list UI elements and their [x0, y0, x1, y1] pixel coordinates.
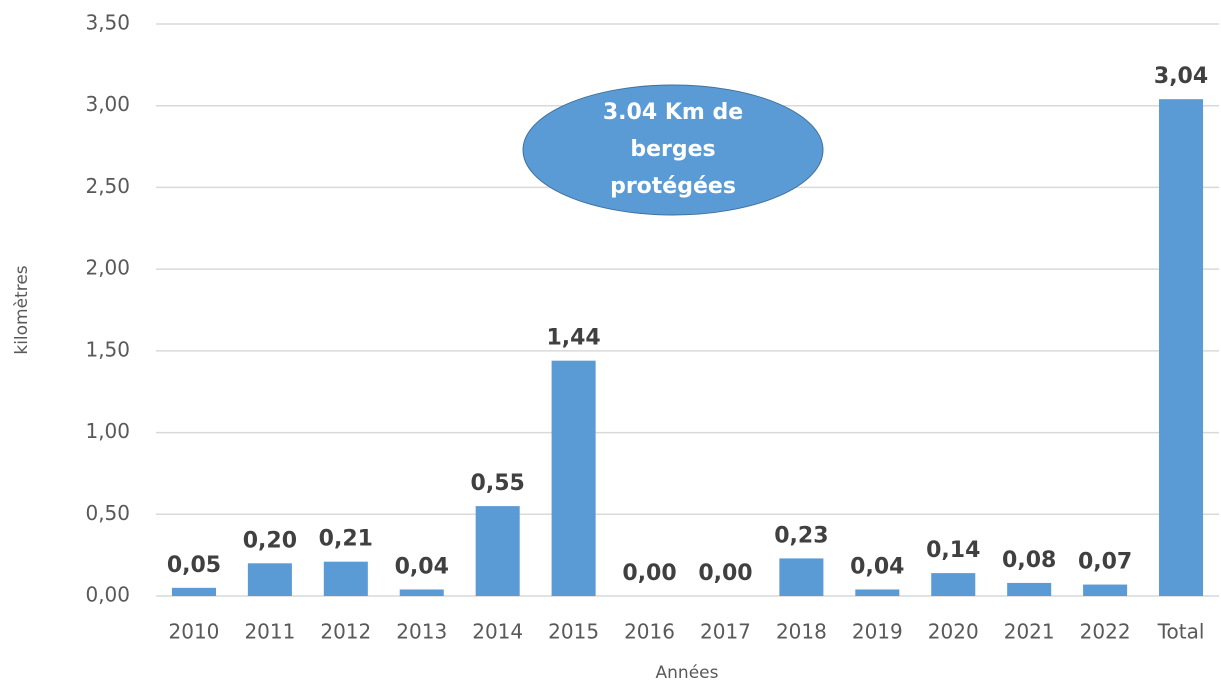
- bar: [247, 563, 292, 596]
- bar: [931, 573, 976, 596]
- x-tick-label: 2011: [244, 620, 295, 644]
- annotation-text: berges: [630, 137, 715, 162]
- y-tick-label: 1,50: [85, 337, 130, 361]
- bar: [1007, 582, 1052, 596]
- x-tick-label: 2015: [548, 620, 599, 644]
- x-tick-label: Total: [1157, 620, 1205, 644]
- x-axis-label: Années: [656, 663, 719, 683]
- value-label: 0,08: [1002, 548, 1056, 573]
- y-tick-label: 0,00: [85, 583, 130, 607]
- bar: [1159, 99, 1204, 597]
- value-label: 0,55: [471, 471, 525, 496]
- value-label: 0,00: [622, 561, 676, 586]
- y-tick-label: 0,50: [85, 501, 130, 525]
- y-tick-label: 1,00: [85, 419, 130, 443]
- x-tick-label: 2017: [700, 620, 751, 644]
- x-tick-label: 2019: [852, 620, 903, 644]
- value-label: 0,04: [850, 554, 904, 579]
- y-tick-label: 3,50: [85, 11, 130, 35]
- bar: [323, 561, 368, 596]
- value-label: 0,04: [395, 554, 449, 579]
- x-tick-label: 2013: [396, 620, 447, 644]
- y-tick-label: 3,00: [85, 92, 130, 116]
- value-label: 0,00: [698, 561, 752, 586]
- y-tick-label: 2,50: [85, 174, 130, 198]
- x-tick-label: 2021: [1004, 620, 1055, 644]
- x-tick-label: 2014: [472, 620, 523, 644]
- x-tick-label: 2012: [320, 620, 371, 644]
- y-tick-label: 2,00: [85, 256, 130, 280]
- bar: [1083, 584, 1128, 596]
- value-label: 0,07: [1078, 550, 1132, 575]
- annotation-text: protégées: [610, 174, 736, 199]
- value-label: 0,23: [774, 523, 828, 548]
- bar: [399, 589, 444, 596]
- value-label: 0,21: [319, 527, 373, 552]
- value-label: 0,20: [243, 528, 297, 553]
- x-tick-label: 2022: [1080, 620, 1131, 644]
- x-tick-label: 2016: [624, 620, 675, 644]
- value-label: 0,05: [167, 553, 221, 578]
- annotation-bubble: [522, 84, 824, 216]
- x-tick-label: 2018: [776, 620, 827, 644]
- value-label: 3,04: [1154, 64, 1208, 89]
- y-axis-label: kilomètres: [12, 265, 32, 354]
- value-label: 0,14: [926, 538, 980, 563]
- bar: [779, 558, 824, 596]
- annotation-text: 3.04 Km de: [603, 100, 743, 125]
- x-tick-label: 2010: [169, 620, 220, 644]
- bar: [475, 506, 520, 596]
- x-tick-label: 2020: [928, 620, 979, 644]
- bar: [171, 587, 216, 596]
- bar: [855, 589, 900, 596]
- value-label: 1,44: [546, 326, 600, 351]
- bar: [551, 360, 596, 596]
